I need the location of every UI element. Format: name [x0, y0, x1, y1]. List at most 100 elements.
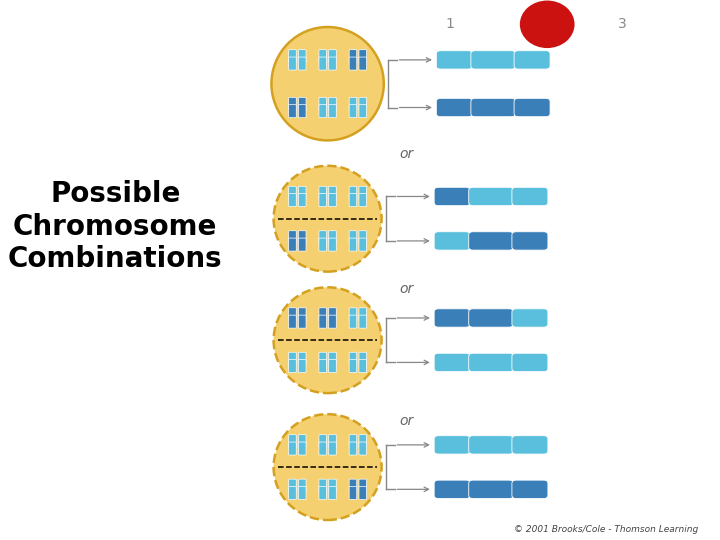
- FancyBboxPatch shape: [329, 57, 336, 70]
- FancyBboxPatch shape: [512, 353, 548, 372]
- Text: or: or: [400, 414, 414, 428]
- FancyBboxPatch shape: [299, 479, 306, 492]
- FancyBboxPatch shape: [329, 50, 336, 63]
- FancyBboxPatch shape: [289, 308, 296, 321]
- FancyBboxPatch shape: [289, 479, 296, 492]
- FancyBboxPatch shape: [512, 309, 548, 327]
- FancyBboxPatch shape: [319, 238, 326, 251]
- FancyBboxPatch shape: [299, 442, 306, 455]
- FancyBboxPatch shape: [514, 98, 550, 117]
- FancyBboxPatch shape: [359, 238, 366, 251]
- FancyBboxPatch shape: [359, 487, 366, 500]
- FancyBboxPatch shape: [512, 436, 548, 454]
- FancyBboxPatch shape: [359, 97, 366, 110]
- FancyBboxPatch shape: [349, 308, 356, 321]
- FancyBboxPatch shape: [469, 480, 513, 498]
- FancyBboxPatch shape: [319, 360, 326, 373]
- FancyBboxPatch shape: [359, 352, 366, 365]
- FancyBboxPatch shape: [329, 308, 336, 321]
- Ellipse shape: [520, 1, 575, 48]
- FancyBboxPatch shape: [289, 186, 296, 199]
- FancyBboxPatch shape: [434, 353, 470, 372]
- FancyBboxPatch shape: [299, 57, 306, 70]
- FancyBboxPatch shape: [289, 487, 296, 500]
- FancyBboxPatch shape: [329, 186, 336, 199]
- FancyBboxPatch shape: [299, 231, 306, 244]
- FancyBboxPatch shape: [329, 479, 336, 492]
- FancyBboxPatch shape: [349, 194, 356, 207]
- FancyBboxPatch shape: [329, 352, 336, 365]
- FancyBboxPatch shape: [299, 194, 306, 207]
- FancyBboxPatch shape: [319, 186, 326, 199]
- FancyBboxPatch shape: [349, 105, 356, 118]
- FancyBboxPatch shape: [319, 479, 326, 492]
- FancyBboxPatch shape: [299, 50, 306, 63]
- FancyBboxPatch shape: [359, 186, 366, 199]
- FancyBboxPatch shape: [359, 105, 366, 118]
- Ellipse shape: [274, 287, 382, 393]
- FancyBboxPatch shape: [329, 231, 336, 244]
- FancyBboxPatch shape: [434, 436, 470, 454]
- FancyBboxPatch shape: [514, 51, 550, 69]
- FancyBboxPatch shape: [512, 187, 548, 206]
- FancyBboxPatch shape: [289, 360, 296, 373]
- FancyBboxPatch shape: [359, 231, 366, 244]
- FancyBboxPatch shape: [349, 97, 356, 110]
- FancyBboxPatch shape: [299, 315, 306, 328]
- FancyBboxPatch shape: [512, 480, 548, 498]
- FancyBboxPatch shape: [289, 105, 296, 118]
- FancyBboxPatch shape: [349, 352, 356, 365]
- FancyBboxPatch shape: [434, 232, 470, 250]
- FancyBboxPatch shape: [349, 50, 356, 63]
- FancyBboxPatch shape: [299, 360, 306, 373]
- FancyBboxPatch shape: [289, 315, 296, 328]
- FancyBboxPatch shape: [469, 309, 513, 327]
- FancyBboxPatch shape: [319, 435, 326, 448]
- FancyBboxPatch shape: [319, 194, 326, 207]
- FancyBboxPatch shape: [359, 360, 366, 373]
- FancyBboxPatch shape: [319, 231, 326, 244]
- FancyBboxPatch shape: [469, 187, 513, 206]
- FancyBboxPatch shape: [349, 238, 356, 251]
- FancyBboxPatch shape: [349, 360, 356, 373]
- FancyBboxPatch shape: [319, 97, 326, 110]
- FancyBboxPatch shape: [299, 238, 306, 251]
- FancyBboxPatch shape: [349, 442, 356, 455]
- FancyBboxPatch shape: [359, 50, 366, 63]
- FancyBboxPatch shape: [471, 98, 516, 117]
- FancyBboxPatch shape: [289, 50, 296, 63]
- FancyBboxPatch shape: [329, 442, 336, 455]
- FancyBboxPatch shape: [349, 435, 356, 448]
- FancyBboxPatch shape: [359, 194, 366, 207]
- FancyBboxPatch shape: [299, 105, 306, 118]
- FancyBboxPatch shape: [289, 57, 296, 70]
- FancyBboxPatch shape: [319, 308, 326, 321]
- FancyBboxPatch shape: [319, 487, 326, 500]
- FancyBboxPatch shape: [469, 232, 513, 250]
- FancyBboxPatch shape: [289, 231, 296, 244]
- FancyBboxPatch shape: [359, 435, 366, 448]
- FancyBboxPatch shape: [359, 315, 366, 328]
- FancyBboxPatch shape: [319, 57, 326, 70]
- FancyBboxPatch shape: [329, 435, 336, 448]
- FancyBboxPatch shape: [436, 98, 472, 117]
- FancyBboxPatch shape: [319, 50, 326, 63]
- FancyBboxPatch shape: [359, 308, 366, 321]
- FancyBboxPatch shape: [329, 105, 336, 118]
- FancyBboxPatch shape: [299, 97, 306, 110]
- FancyBboxPatch shape: [299, 435, 306, 448]
- FancyBboxPatch shape: [289, 435, 296, 448]
- FancyBboxPatch shape: [329, 487, 336, 500]
- FancyBboxPatch shape: [289, 194, 296, 207]
- FancyBboxPatch shape: [349, 487, 356, 500]
- FancyBboxPatch shape: [359, 442, 366, 455]
- FancyBboxPatch shape: [319, 315, 326, 328]
- FancyBboxPatch shape: [434, 187, 470, 206]
- FancyBboxPatch shape: [469, 353, 513, 372]
- FancyBboxPatch shape: [299, 352, 306, 365]
- FancyBboxPatch shape: [471, 51, 516, 69]
- FancyBboxPatch shape: [319, 442, 326, 455]
- Ellipse shape: [271, 27, 384, 140]
- FancyBboxPatch shape: [359, 479, 366, 492]
- Text: 1: 1: [446, 17, 454, 31]
